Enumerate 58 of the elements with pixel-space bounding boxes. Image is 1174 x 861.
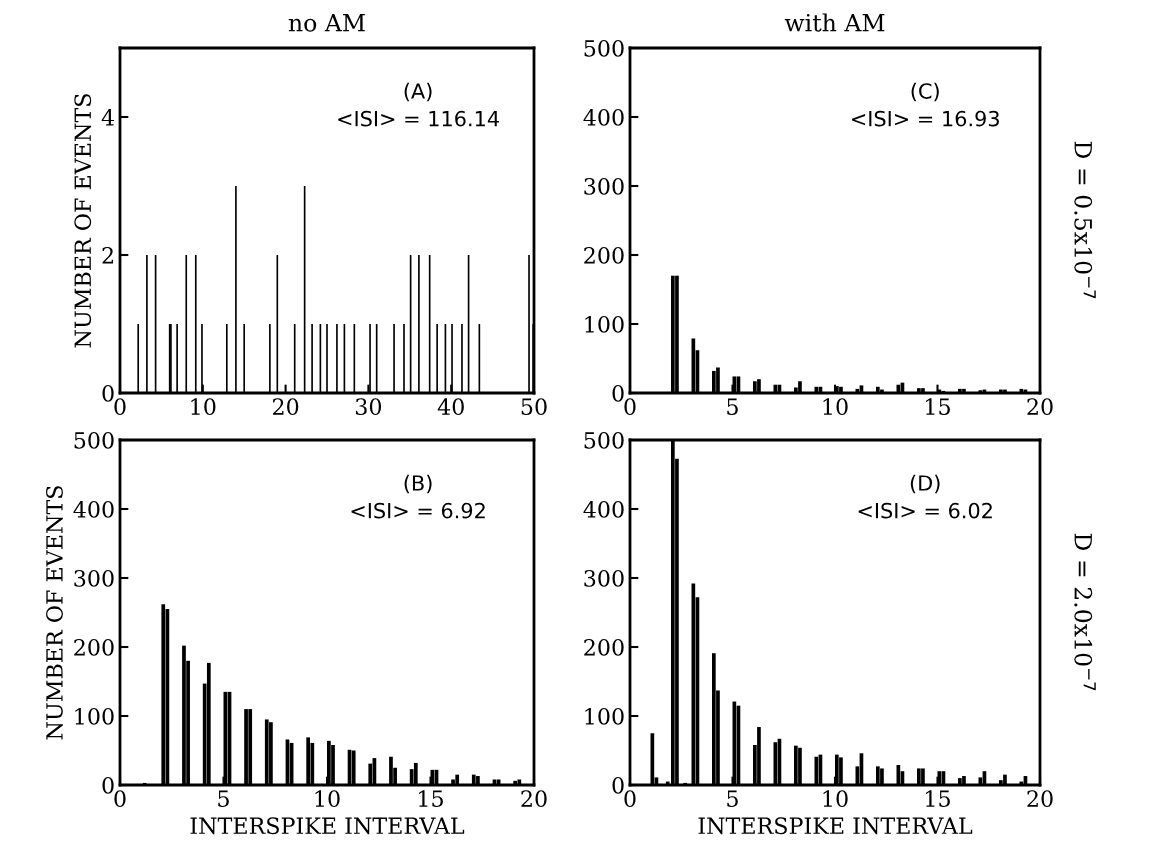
y2-axis-title: D = 2.0x10$^{−7}$ — [1074, 533, 1096, 691]
x-axis-title: INTERSPIKE INTERVAL — [190, 817, 465, 835]
x-tick-label: 0 — [624, 790, 636, 808]
x-tick-label: 20 — [521, 790, 547, 808]
y-tick-label: 100 — [585, 315, 624, 333]
x-tick-label: 20 — [1027, 790, 1053, 808]
annotation: (B) — [404, 474, 432, 494]
x-tick-label: 10 — [191, 398, 216, 416]
y-tick-label: 0 — [102, 384, 114, 402]
x-tick-label: 10 — [823, 398, 848, 416]
x-tick-label: 15 — [926, 398, 950, 416]
y-tick-label: 500 — [584, 39, 624, 57]
y-tick-label: 0 — [612, 776, 624, 794]
annotation: <ISI> = 6.02 — [858, 502, 992, 519]
y-tick-label: 200 — [584, 638, 624, 656]
x-tick-label: 5 — [727, 398, 738, 416]
x-tick-label: 30 — [355, 398, 382, 416]
x-tick-label: 10 — [823, 790, 848, 808]
y-tick-label: 300 — [74, 569, 114, 587]
y-tick-label: 4 — [101, 108, 115, 126]
y-tick-label: 300 — [584, 177, 624, 195]
x-tick-label: 15 — [926, 790, 950, 808]
x-tick-label: 20 — [1027, 398, 1053, 416]
y-tick-label: 2 — [102, 246, 113, 264]
x-tick-label: 15 — [419, 790, 443, 808]
x-tick-label: 5 — [727, 790, 738, 808]
y-tick-label: 400 — [73, 500, 114, 518]
y-tick-label: 400 — [583, 108, 624, 126]
x-tick-label: 5 — [218, 790, 229, 808]
x-tick-label: 40 — [437, 398, 464, 416]
y-tick-label: 100 — [75, 707, 114, 725]
x-axis-title: INTERSPIKE INTERVAL — [698, 817, 973, 835]
y-tick-label: 0 — [102, 776, 114, 794]
x-tick-label: 0 — [114, 398, 126, 416]
x-tick-label: 10 — [315, 790, 340, 808]
x-tick-label: 0 — [624, 398, 636, 416]
y-tick-label: 500 — [584, 431, 624, 449]
chart-title: no AM — [288, 14, 365, 32]
x-tick-label: 20 — [272, 398, 299, 416]
x-tick-label: 50 — [521, 398, 547, 416]
y-tick-label: 100 — [585, 707, 624, 725]
annotation: <ISI> = 6.92 — [351, 502, 485, 519]
annotation: (C) — [911, 82, 939, 102]
y-tick-label: 200 — [74, 638, 114, 656]
annotation: <ISI> = 16.93 — [852, 110, 999, 127]
y-tick-label: 500 — [74, 431, 114, 449]
y-axis-title: NUMBER OF EVENTS — [46, 486, 63, 740]
y-tick-label: 400 — [583, 500, 624, 518]
y-tick-label: 300 — [584, 569, 624, 587]
x-tick-label: 0 — [114, 790, 126, 808]
y-tick-label: 0 — [612, 384, 624, 402]
y-axis-title: NUMBER OF EVENTS — [74, 94, 92, 348]
annotation: (A) — [404, 82, 432, 102]
annotation: (D) — [910, 474, 940, 494]
chart-title: with AM — [784, 13, 885, 32]
y2-axis-title: D = 0.5x10$^{−7}$ — [1074, 141, 1096, 299]
y-tick-label: 200 — [584, 246, 624, 264]
annotation: <ISI> = 116.14 — [338, 110, 499, 127]
